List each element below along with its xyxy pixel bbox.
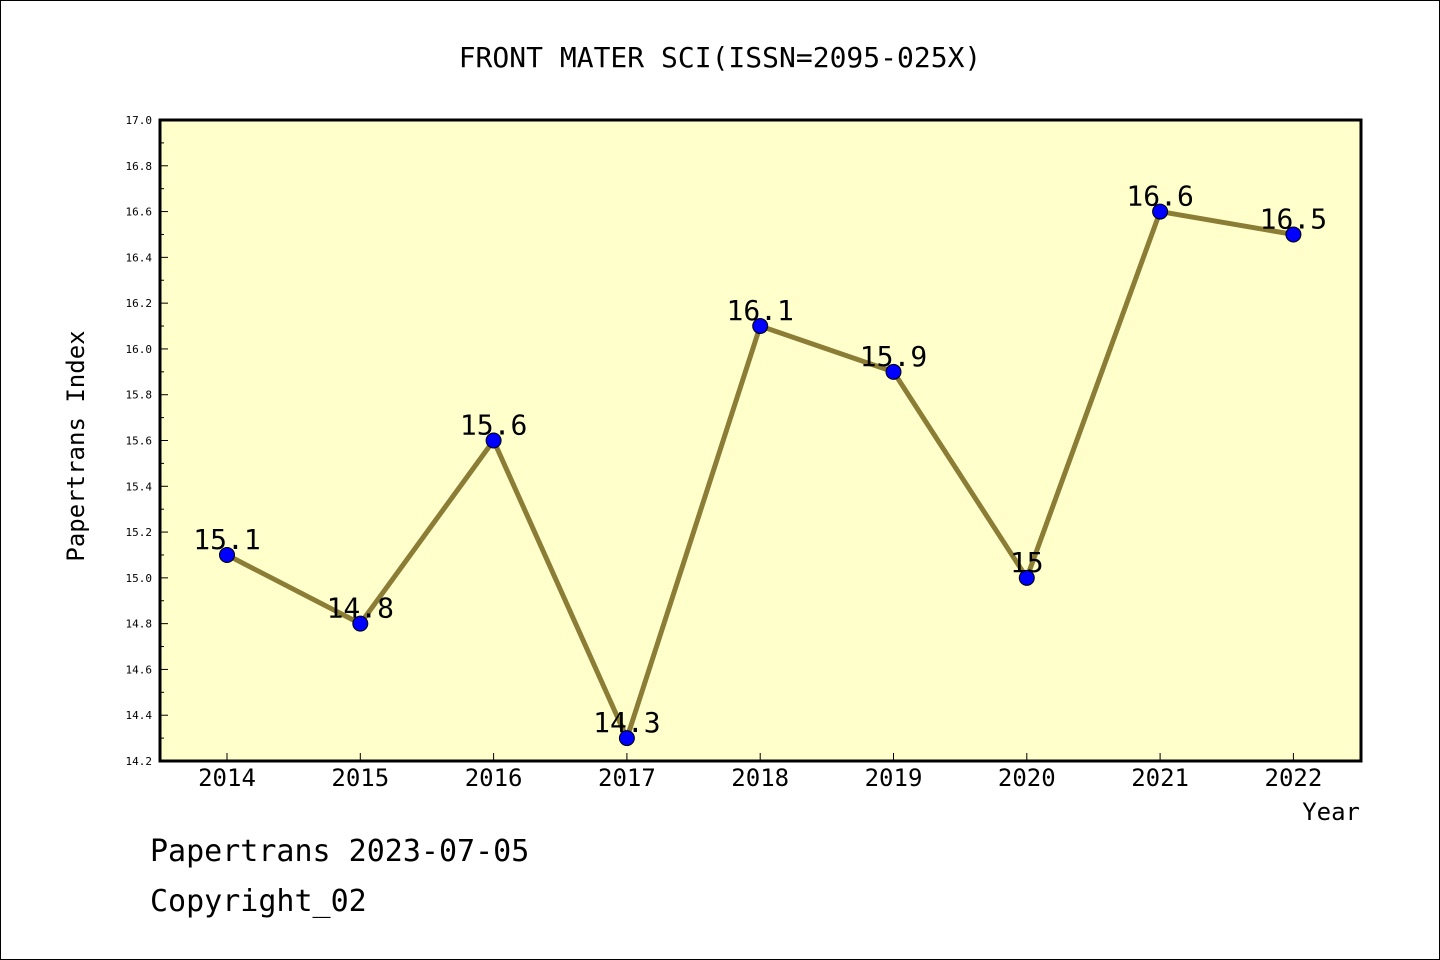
data-point — [752, 318, 769, 335]
data-label: 15.1 — [193, 523, 260, 556]
data-label: 16.5 — [1260, 202, 1327, 235]
data-point — [618, 730, 635, 747]
y-tick-label: 15.2 — [126, 526, 153, 539]
x-tick-label: 2015 — [331, 764, 389, 792]
y-tick-label: 14.6 — [126, 663, 153, 676]
data-point — [1152, 203, 1169, 220]
series-layer: 15.1 14.8 15.6 14.3 16.1 15.9 15 16.6 16.5 — [193, 180, 1327, 747]
y-tick-label: 14.8 — [126, 618, 153, 631]
y-tick-label: 16.2 — [126, 297, 153, 310]
x-tick-label: 2022 — [1265, 764, 1323, 792]
y-tick-label: 15.0 — [126, 572, 153, 585]
data-label: 14.3 — [593, 706, 660, 739]
data-point — [1018, 569, 1035, 586]
footer-copyright-line: Copyright_02 — [150, 884, 367, 919]
data-point — [352, 615, 369, 632]
data-label: 14.8 — [327, 592, 394, 625]
x-tick-label: 2021 — [1131, 764, 1189, 792]
data-label: 15.6 — [460, 409, 527, 442]
y-axis-label: Papertrans Index — [62, 330, 90, 561]
x-tick-label: 2019 — [865, 764, 923, 792]
data-point — [485, 432, 502, 449]
x-tick-label: 2014 — [198, 764, 256, 792]
footer-date-line: Papertrans 2023-07-05 — [150, 834, 530, 869]
data-point — [1285, 226, 1302, 243]
chart-title: FRONT MATER SCI(ISSN=2095-025X) — [459, 41, 982, 74]
x-tick-label: 2018 — [731, 764, 789, 792]
x-tick-label: 2016 — [465, 764, 523, 792]
x-tick-label: 2017 — [598, 764, 656, 792]
y-tick-label: 16.8 — [126, 160, 153, 173]
y-tick-label: 15.6 — [126, 435, 153, 448]
x-axis: 2014 2015 2016 2017 2018 2019 2020 2021 2022 — [198, 753, 1322, 792]
data-label: 16.6 — [1126, 180, 1193, 213]
y-tick-label: 14.4 — [126, 709, 153, 722]
data-point — [885, 363, 902, 380]
y-tick-label: 14.2 — [126, 755, 153, 768]
data-label: 16.1 — [726, 294, 793, 327]
y-tick-label: 15.8 — [126, 389, 153, 402]
y-tick-label: 15.4 — [126, 480, 153, 493]
y-tick-label: 16.6 — [126, 206, 153, 219]
plot-area — [158, 118, 1363, 763]
x-tick-label: 2020 — [998, 764, 1056, 792]
y-axis: 14.2 14.4 14.6 14.8 15.0 15.2 15.4 15.6 15.8 16.0… — [126, 114, 168, 768]
x-axis-label: Year — [1302, 798, 1360, 826]
data-label: 15.9 — [860, 340, 927, 373]
data-point — [219, 546, 235, 563]
y-tick-label: 17.0 — [126, 114, 153, 127]
data-label: 15 — [1010, 546, 1044, 579]
y-tick-label: 16.0 — [126, 343, 153, 356]
y-tick-label: 16.4 — [126, 251, 153, 264]
